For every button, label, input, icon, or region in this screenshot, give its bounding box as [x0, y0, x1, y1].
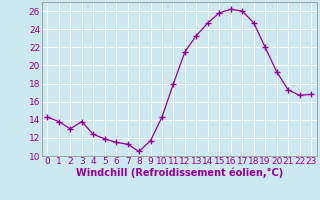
- X-axis label: Windchill (Refroidissement éolien,°C): Windchill (Refroidissement éolien,°C): [76, 168, 283, 178]
